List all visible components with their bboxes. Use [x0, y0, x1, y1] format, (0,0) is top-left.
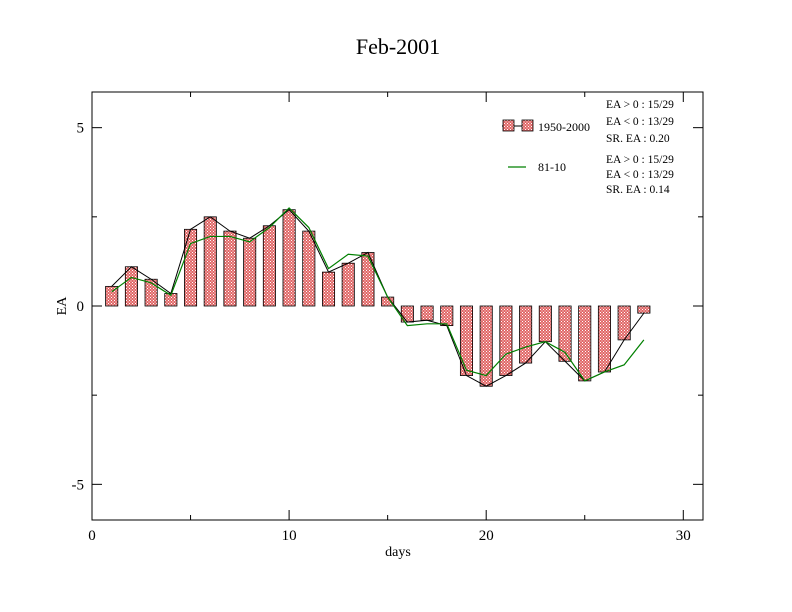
bar-day-9 [262, 225, 276, 307]
stat-1950-ea-negative: EA < 0 : 13/29 [606, 116, 674, 128]
axis-ticks: 0 10 20 30 -5 0 5 [72, 92, 703, 544]
bar-day-25 [578, 305, 592, 382]
chart-title: Feb-2001 [356, 34, 440, 59]
bar-day-13 [341, 262, 355, 307]
bar-day-21 [499, 305, 513, 376]
line-1950-2000 [111, 209, 645, 387]
x-tick-label: 30 [676, 528, 691, 544]
stat-8110-ea-negative: EA < 0 : 13/29 [606, 169, 674, 181]
bar-day-15 [381, 296, 395, 307]
x-tick-label: 10 [282, 528, 297, 544]
bar-day-17 [420, 305, 434, 321]
bar-series-1950-2000 [105, 209, 651, 387]
y-tick-label: 0 [77, 299, 85, 315]
bar-day-28 [637, 305, 651, 314]
y-tick-label: 5 [77, 121, 85, 137]
bar-day-22 [519, 305, 533, 364]
legend-bar-swatch-right [521, 119, 534, 132]
bar-day-10 [282, 209, 296, 307]
y-tick-label: -5 [72, 477, 85, 493]
bar-day-12 [322, 271, 336, 307]
bar-day-26 [597, 305, 611, 373]
bar-day-5 [184, 228, 198, 307]
legend-label-81-10: 81-10 [538, 160, 566, 174]
line-series [111, 207, 645, 387]
legend-bar-swatch-left [502, 119, 515, 132]
bar-day-6 [203, 216, 217, 307]
x-axis-label: days [385, 545, 411, 560]
legend-label-1950-2000: 1950-2000 [538, 120, 590, 134]
bar-day-23 [538, 305, 552, 343]
line-81-10 [111, 207, 645, 382]
stat-8110-sr-ea: SR. EA : 0.14 [606, 184, 670, 196]
stat-1950-sr-ea: SR. EA : 0.20 [606, 133, 670, 145]
stat-1950-ea-positive: EA > 0 : 15/29 [606, 99, 674, 111]
x-tick-label: 0 [88, 528, 96, 544]
bar-day-7 [223, 230, 237, 307]
stat-8110-ea-positive: EA > 0 : 15/29 [606, 154, 674, 166]
bar-day-14 [361, 252, 375, 307]
bar-day-8 [243, 237, 257, 307]
legend: 1950-2000 81-10 EA > 0 : 15/29 EA < 0 : … [502, 99, 674, 196]
x-tick-label: 20 [479, 528, 494, 544]
bar-day-2 [124, 266, 138, 307]
y-axis-label: EA [55, 296, 70, 316]
bar-day-11 [302, 230, 316, 307]
bar-day-18 [440, 305, 454, 327]
